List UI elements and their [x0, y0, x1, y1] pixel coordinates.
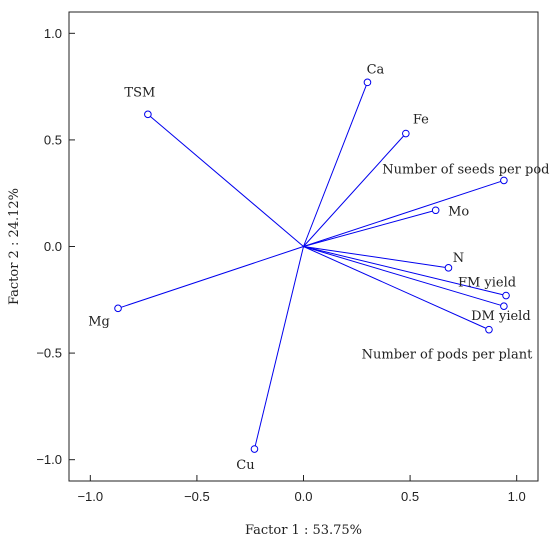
point-label-tsm: TSM — [124, 85, 155, 100]
x-axis-title: Factor 1 : 53.75% — [245, 523, 362, 538]
vector-mg — [117, 246, 304, 309]
point-marker-cu — [250, 445, 259, 453]
point-marker-ca — [363, 78, 372, 87]
point-marker-number-of-pods-per-plant — [485, 325, 493, 334]
point-label-n: N — [453, 251, 464, 266]
x-tick-label: 0.5 — [401, 489, 419, 504]
vector-fm-yield — [303, 246, 507, 297]
y-tick-label: 1.0 — [44, 26, 62, 41]
vector-tsm — [147, 113, 304, 247]
point-marker-dm-yield — [500, 302, 508, 310]
point-label-mo: Mo — [448, 204, 469, 219]
label-group: Ca Fe TSM Number of seeds per pod Mo N FM yiel… — [88, 62, 549, 473]
point-marker-mo — [431, 206, 440, 215]
x-tick-label: 0.0 — [294, 489, 312, 504]
point-label-mg: Mg — [88, 314, 110, 329]
point-marker-fe — [402, 129, 410, 138]
y-tick-label: 0.5 — [44, 132, 62, 147]
point-marker-fm-yield — [502, 291, 510, 300]
point-label-fe: Fe — [413, 113, 429, 128]
point-marker-number-of-seeds-per-pod — [500, 176, 508, 185]
point-label-dm-yield: DM yield — [471, 309, 531, 324]
vector-mo — [303, 209, 436, 247]
vector-n — [303, 246, 449, 269]
point-label-fm-yield: FM yield — [458, 276, 516, 291]
vector-ca — [303, 82, 368, 247]
vector-cu — [253, 246, 304, 450]
vector-number-of-seeds-per-pod — [303, 179, 505, 247]
vector-dm-yield — [303, 246, 505, 307]
x-tick-label: −1.0 — [77, 489, 103, 504]
y-tick-label: −0.5 — [36, 346, 62, 361]
point-label-ca: Ca — [367, 62, 385, 77]
point-label-number-of-pods-per-plant: Number of pods per plant — [362, 348, 533, 363]
vector-group — [114, 78, 510, 453]
point-marker-n — [444, 264, 453, 272]
point-marker-mg — [114, 304, 122, 313]
y-tick-label: 0.0 — [44, 239, 62, 254]
x-tick-label: −0.5 — [184, 489, 210, 504]
y-tick-label: −1.0 — [36, 452, 62, 467]
vector-fe — [303, 133, 407, 247]
point-label-number-of-seeds-per-pod: Number of seeds per pod — [382, 162, 549, 177]
vector-number-of-pods-per-plant — [303, 246, 490, 331]
point-label-cu: Cu — [236, 458, 254, 473]
tick-group: −1.0 −0.5 0.0 0.5 1.0 −1.0 −0.5 0.0 0.5 1.0 — [36, 26, 525, 504]
point-marker-tsm — [144, 110, 152, 119]
y-axis-title: Factor 2 : 24.12% — [7, 188, 22, 305]
x-tick-label: 1.0 — [508, 489, 526, 504]
